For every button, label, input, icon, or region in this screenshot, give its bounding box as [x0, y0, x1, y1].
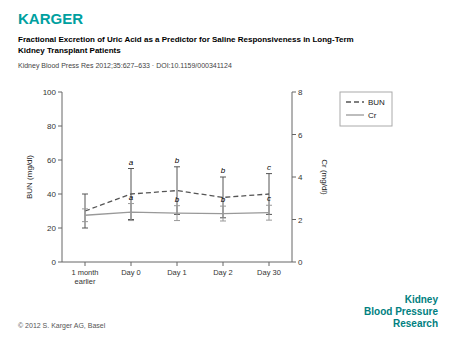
plot-data	[82, 167, 272, 228]
y-axis-label: BUN (mg/dl)	[25, 155, 34, 199]
tick	[58, 262, 62, 263]
tick	[58, 160, 62, 161]
tick-label: 0	[298, 258, 303, 267]
error-bar	[266, 205, 272, 220]
text-line: Kidney	[405, 294, 439, 305]
error-cap	[82, 228, 88, 229]
error-stem	[85, 194, 86, 228]
header: KARGER	[18, 10, 83, 27]
error-cap	[174, 205, 180, 206]
tick-label: 40	[47, 190, 56, 199]
error-cap	[128, 168, 134, 169]
footer: © 2012 S. Karger AG, Basel	[18, 322, 106, 330]
annotation: c	[267, 194, 271, 203]
tick-label: 8	[298, 88, 303, 97]
legend-label: Cr	[368, 111, 377, 120]
x-tick-label: 1 monthearlier	[71, 268, 98, 286]
legend-frame	[340, 92, 392, 126]
text-line: Blood Pressure	[364, 306, 438, 317]
text-line: Day 0	[121, 268, 141, 277]
x-tick	[85, 262, 86, 266]
text-line: Fractional Excretion of Uric Acid as a P…	[18, 35, 354, 44]
tick	[58, 194, 62, 195]
error-stem	[131, 204, 132, 221]
chart: KARGER Fractional Excretion of Uric Acid …	[0, 0, 450, 338]
annotation: a	[129, 158, 134, 167]
x-tick-label: Day 0	[121, 268, 141, 277]
tick-label: 0	[52, 258, 57, 267]
x-tick	[177, 262, 178, 266]
text-line: 1 month	[71, 268, 98, 277]
error-stem	[269, 205, 270, 220]
tick-label: 4	[298, 173, 303, 182]
annotation: c	[267, 163, 271, 172]
error-cap	[220, 220, 226, 221]
title: Fractional Excretion of Uric Acid as a P…	[18, 35, 354, 55]
error-stem	[85, 209, 86, 222]
error-cap	[220, 177, 226, 178]
text-line: Day 1	[167, 268, 187, 277]
tick	[292, 219, 296, 220]
x-tick-label: Day 30	[257, 268, 281, 277]
error-bar	[128, 204, 134, 221]
error-stem	[223, 206, 224, 221]
x-tick-label: Day 1	[167, 268, 187, 277]
tick-label: 20	[47, 224, 56, 233]
error-cap	[266, 173, 272, 174]
legend-swatch	[346, 114, 364, 115]
tick	[58, 228, 62, 229]
tick-label: 2	[298, 216, 303, 225]
error-bar	[82, 194, 88, 228]
text-line: Research	[393, 318, 438, 329]
text-line: earlier	[75, 277, 96, 286]
tick-label: 80	[47, 122, 56, 131]
tick	[58, 92, 62, 93]
text-line: Day 2	[213, 268, 233, 277]
error-bar	[174, 206, 180, 221]
error-bar	[220, 206, 226, 221]
legend-swatch	[346, 101, 364, 102]
error-cap	[174, 166, 180, 167]
annotation: a	[129, 193, 134, 202]
tick	[292, 262, 296, 263]
error-cap	[174, 220, 180, 221]
legend: BUN Cr	[340, 92, 392, 126]
annotation: b	[175, 156, 180, 165]
tick-label: 60	[47, 156, 56, 165]
subtitle: Kidney Blood Press Res 2012;35:627–633 ·…	[18, 62, 232, 70]
annotation: b	[175, 195, 180, 204]
watermark: KidneyBlood PressureResearch	[364, 294, 438, 329]
error-cap	[82, 221, 88, 222]
text-line: Day 30	[257, 268, 281, 277]
error-cap	[128, 203, 134, 204]
error-stem	[177, 206, 178, 221]
tick-label: 6	[298, 131, 303, 140]
x-tick	[223, 262, 224, 266]
tick	[58, 126, 62, 127]
annotation: b	[221, 195, 226, 204]
annotation: b	[221, 166, 226, 175]
tick	[292, 177, 296, 178]
tick	[292, 134, 296, 135]
x-tick	[131, 262, 132, 266]
error-bar	[82, 209, 88, 222]
tick	[292, 92, 296, 93]
error-cap	[266, 205, 272, 206]
error-cap	[82, 194, 88, 195]
tick-label: 100	[43, 88, 57, 97]
error-cap	[82, 208, 88, 209]
error-cap	[266, 220, 272, 221]
y2-axis-label: Cr (mg/dl)	[320, 159, 329, 195]
legend-label: BUN	[368, 98, 385, 107]
x-tick-label: Day 2	[213, 268, 233, 277]
text-line: Kidney Transplant Patients	[18, 46, 121, 55]
error-cap	[220, 206, 226, 207]
background	[0, 0, 450, 338]
x-tick	[269, 262, 270, 266]
error-cap	[128, 220, 134, 221]
y-axis-line	[62, 92, 63, 262]
